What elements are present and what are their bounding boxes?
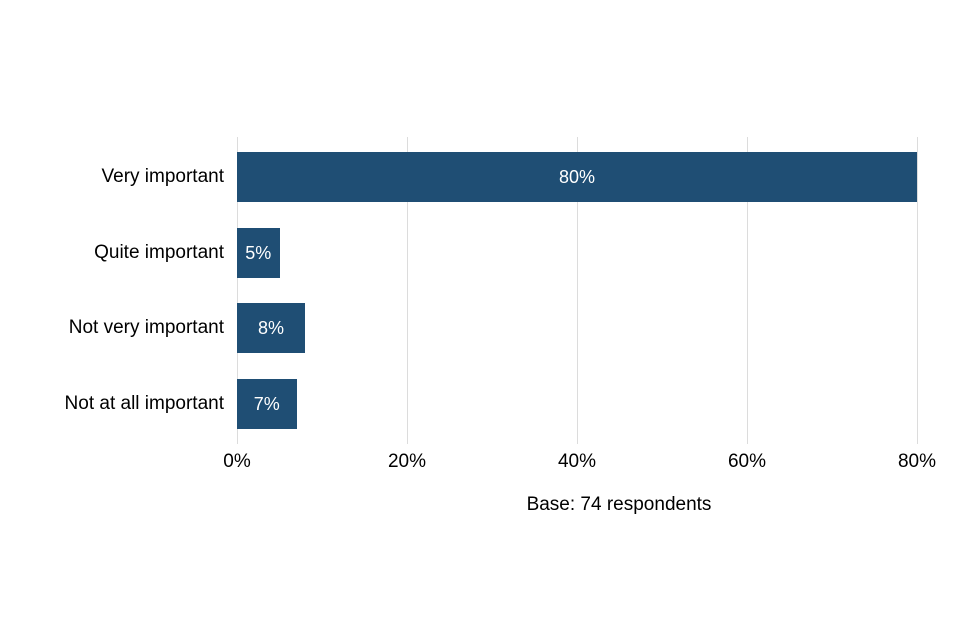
bar-value-label-not-very-important: 8% xyxy=(257,318,284,339)
bar-value-label-quite-important: 5% xyxy=(245,242,272,263)
category-label-not-very-important: Not very important xyxy=(68,317,224,339)
base-respondents-caption: Base: 74 respondents xyxy=(526,494,712,515)
bar-value-label-not-at-all-important: 7% xyxy=(253,394,280,415)
bar-value-label-very-important: 80% xyxy=(558,167,596,187)
gridline-60 xyxy=(746,137,748,444)
gridline-80 xyxy=(916,137,918,444)
category-label-quite-important: Quite important xyxy=(94,241,224,263)
gridline-20 xyxy=(406,137,408,444)
bar-not-very-important: 8% xyxy=(237,303,305,354)
x-tick-20: 20% xyxy=(387,451,427,472)
x-tick-40: 40% xyxy=(557,451,597,472)
x-tick-0: 0% xyxy=(223,451,251,472)
gridline-40 xyxy=(576,137,578,444)
category-label-very-important: Very important xyxy=(101,166,225,187)
category-label-not-at-all-important: Not at all important xyxy=(64,393,224,415)
x-tick-60: 60% xyxy=(727,451,767,472)
bar-very-important: 80% xyxy=(237,152,917,202)
bar-quite-important: 5% xyxy=(237,227,280,278)
x-tick-80: 80% xyxy=(897,451,937,472)
gridline-0 xyxy=(236,137,238,444)
bar-not-at-all-important: 7% xyxy=(237,379,297,430)
